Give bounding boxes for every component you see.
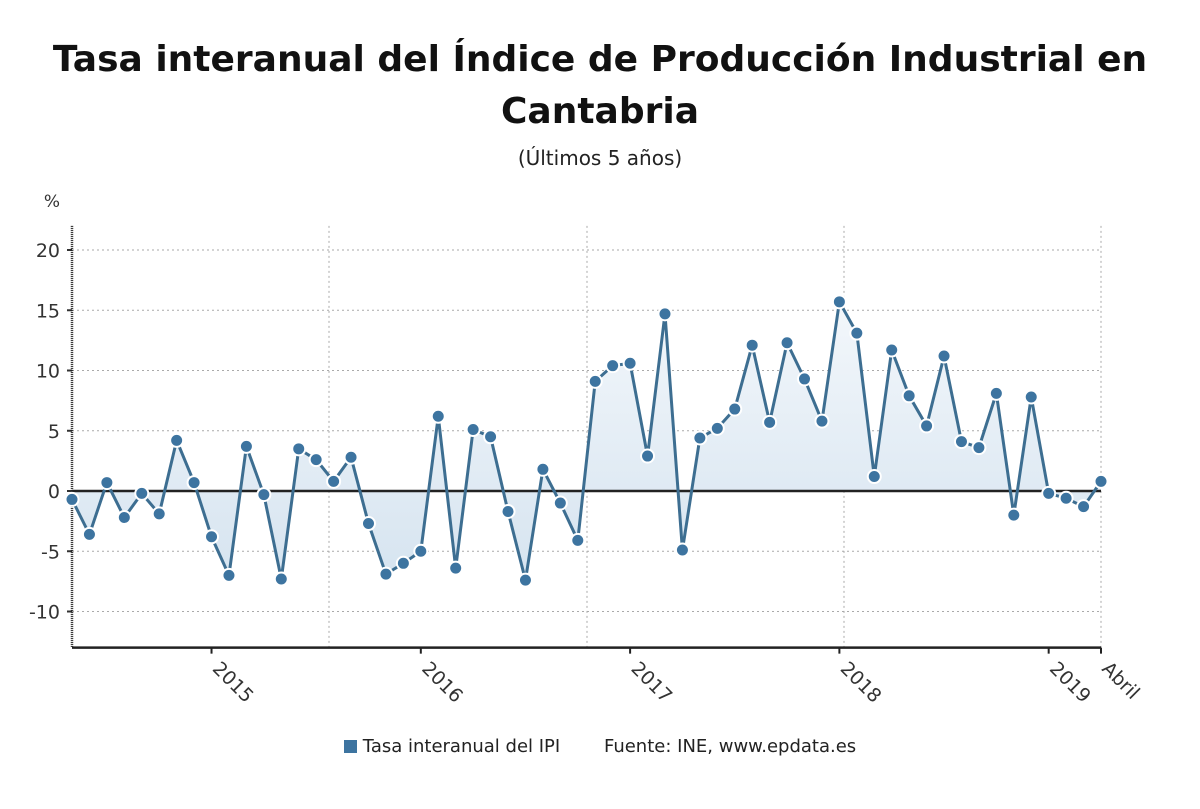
data-point <box>238 438 254 454</box>
data-point <box>936 348 952 364</box>
data-point <box>291 441 307 457</box>
data-point <box>727 401 743 417</box>
data-point <box>186 475 202 491</box>
data-point <box>657 306 673 322</box>
data-point <box>605 358 621 374</box>
data-point <box>1041 485 1057 501</box>
data-point <box>273 571 289 587</box>
data-point <box>692 430 708 446</box>
x-tick-label: 2017 <box>627 658 677 708</box>
data-point <box>919 418 935 434</box>
x-tick-label: 2019 <box>1045 658 1095 708</box>
legend-swatch <box>343 740 357 753</box>
data-point <box>99 475 115 491</box>
chart-title-line1: Tasa interanual del Índice de Producción… <box>52 39 1148 80</box>
legend-label: Tasa interanual del IPI <box>362 736 561 757</box>
y-tick-label: -10 <box>29 602 60 624</box>
data-point <box>448 560 464 576</box>
data-point <box>587 373 603 389</box>
data-point <box>413 543 429 559</box>
data-point <box>988 385 1004 401</box>
data-point <box>308 452 324 468</box>
x-tick-label: 2016 <box>417 658 467 708</box>
data-point <box>971 440 987 456</box>
data-point <box>151 506 167 522</box>
data-point <box>483 429 499 445</box>
data-point <box>744 337 760 353</box>
data-point <box>866 469 882 485</box>
y-tick-label: 20 <box>36 240 60 262</box>
data-point <box>884 342 900 358</box>
data-point <box>343 449 359 465</box>
data-point <box>640 448 656 464</box>
data-point <box>709 420 725 436</box>
data-point <box>901 388 917 404</box>
area-fill <box>72 301 1101 581</box>
y-tick-label: -5 <box>41 541 60 563</box>
legend: Tasa interanual del IPI Fuente: INE, www… <box>0 736 1200 757</box>
data-point <box>1076 499 1092 515</box>
x-tick-label: 2018 <box>836 658 886 708</box>
data-point <box>517 572 533 588</box>
y-tick-label: 0 <box>48 481 60 503</box>
data-point <box>169 432 185 448</box>
data-point <box>221 567 237 583</box>
data-point <box>1006 507 1022 523</box>
x-tick-label: 2015 <box>208 658 258 708</box>
y-tick-label: 5 <box>48 421 60 443</box>
data-point <box>1058 490 1074 506</box>
data-point <box>395 555 411 571</box>
chart-title-line2: Cantabria <box>501 91 699 132</box>
data-point <box>814 413 830 429</box>
data-point <box>378 566 394 582</box>
data-point <box>256 487 272 503</box>
y-tick-label: 10 <box>36 361 60 383</box>
data-point <box>1093 473 1109 489</box>
x-tick-label: Abril <box>1097 658 1143 704</box>
data-point <box>81 526 97 542</box>
source-note: Fuente: INE, www.epdata.es <box>603 736 857 757</box>
data-point <box>831 294 847 310</box>
y-axis-label: % <box>44 192 60 212</box>
data-point <box>134 485 150 501</box>
y-tick-label: 15 <box>36 300 60 322</box>
data-point <box>535 461 551 477</box>
data-point <box>1023 389 1039 405</box>
data-point <box>779 335 795 351</box>
data-point <box>797 371 813 387</box>
series-line <box>70 297 1103 581</box>
data-point <box>204 529 220 545</box>
data-point <box>64 491 80 507</box>
chart-subtitle: (Últimos 5 años) <box>517 146 683 170</box>
data-point <box>360 516 376 532</box>
data-point <box>116 510 132 526</box>
data-point <box>674 542 690 558</box>
data-point <box>430 408 446 424</box>
data-point <box>552 495 568 511</box>
data-point <box>326 473 342 489</box>
data-point <box>465 422 481 438</box>
data-point <box>500 503 516 519</box>
data-point <box>953 434 969 450</box>
data-point <box>762 414 778 430</box>
data-point <box>570 532 586 548</box>
data-point <box>849 325 865 341</box>
data-point <box>622 355 638 371</box>
